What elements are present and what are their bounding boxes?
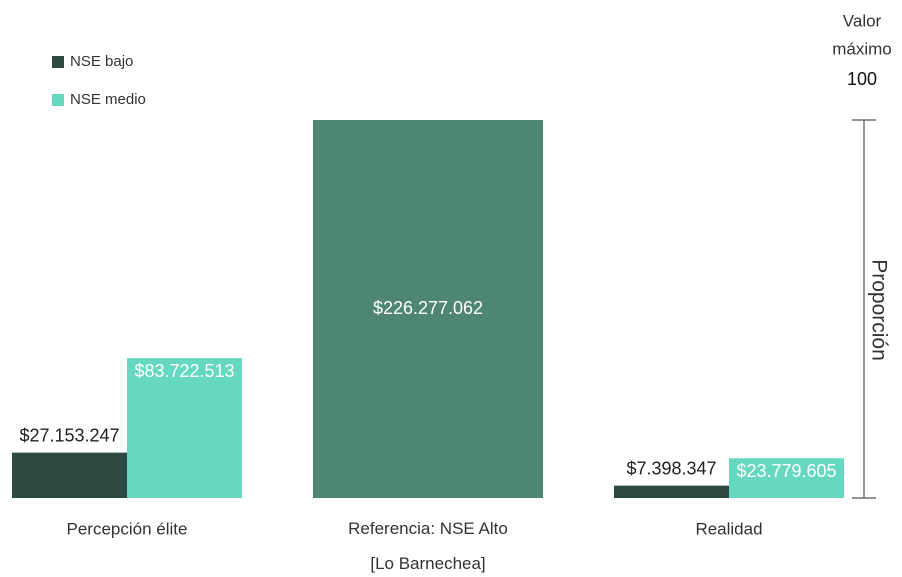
y2-tick-label: 100: [847, 69, 877, 89]
x-tick-label-line: Referencia: NSE Alto: [348, 519, 508, 538]
x-tick-label: Referencia: NSE Alto [Lo Barnechea]: [348, 519, 508, 573]
value-label: $27.153.247: [19, 425, 119, 445]
x-tick-label: Percepción élite: [67, 519, 188, 538]
legend-swatch: [52, 94, 64, 106]
legend-swatch: [52, 56, 64, 68]
value-label: $83.722.513: [134, 361, 234, 381]
y2-axis-label: Proporción: [867, 259, 890, 361]
reference-bar: [313, 120, 543, 498]
legend-label: NSE medio: [70, 91, 146, 108]
y2-annotation: máximo: [832, 39, 892, 58]
bar: [614, 485, 729, 498]
value-label: $226.277.062: [373, 298, 483, 318]
value-label: $23.779.605: [736, 461, 836, 481]
x-tick-label-line: [Lo Barnechea]: [370, 554, 485, 573]
bar: [729, 458, 844, 498]
bar: [12, 452, 127, 498]
x-tick-label: Realidad: [695, 519, 762, 538]
bar: [127, 358, 242, 498]
legend-label: NSE bajo: [70, 53, 133, 70]
value-label: $7.398.347: [626, 458, 716, 478]
y2-annotation: Valor: [843, 11, 882, 30]
